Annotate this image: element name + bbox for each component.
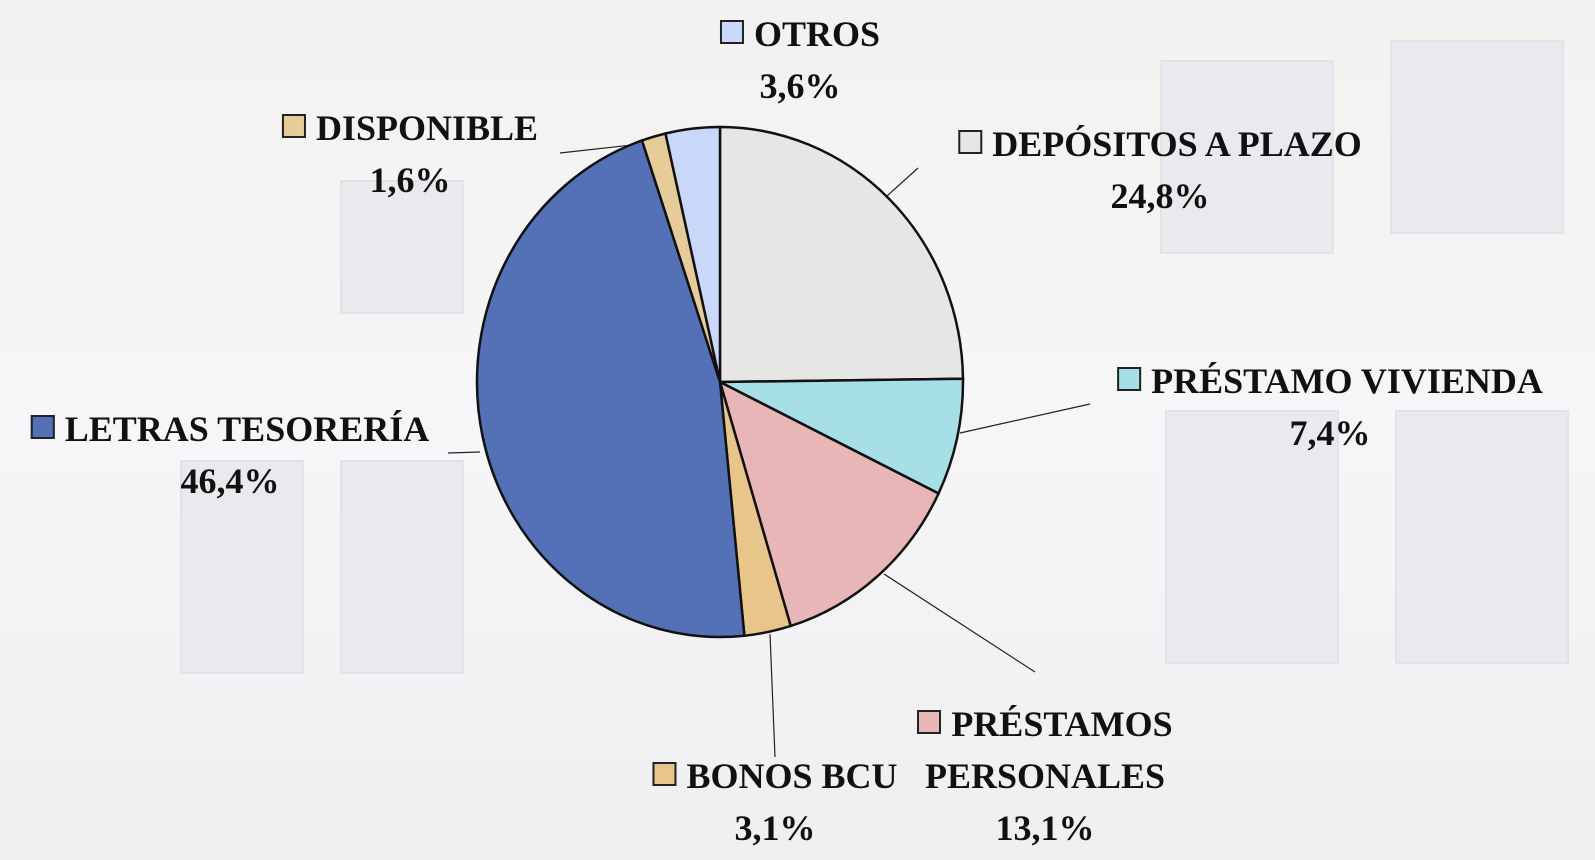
slice-label: PRÉSTAMOS PERSONALES 13,1% — [880, 698, 1210, 854]
category-label: LETRAS TESORERÍA — [65, 409, 429, 449]
slice-label: DEPÓSITOS A PLAZO 24,8% — [958, 118, 1361, 222]
value-label: 1,6% — [282, 154, 538, 206]
leader-line — [448, 452, 480, 453]
slice-label: BONOS BCU 3,1% — [652, 750, 897, 854]
label-name-line: PRÉSTAMO VIVIENDA — [1117, 355, 1543, 407]
label-name-line: DISPONIBLE — [282, 102, 538, 154]
value-label: 3,6% — [720, 60, 880, 112]
value-label: 3,1% — [652, 802, 897, 854]
slice-label: DISPONIBLE 1,6% — [282, 102, 538, 206]
value-label: 7,4% — [1117, 407, 1543, 459]
label-name-line: DEPÓSITOS A PLAZO — [958, 118, 1361, 170]
label-name-line: OTROS — [720, 8, 880, 60]
leader-line — [884, 574, 1035, 672]
category-label: DEPÓSITOS A PLAZO — [992, 124, 1361, 164]
slice-label: OTROS 3,6% — [720, 8, 880, 112]
slice-label: LETRAS TESORERÍA 46,4% — [31, 403, 429, 507]
legend-key — [31, 415, 55, 439]
leader-line — [770, 634, 775, 757]
label-name-line: LETRAS TESORERÍA — [31, 403, 429, 455]
legend-key — [1117, 367, 1141, 391]
value-label: 46,4% — [31, 455, 429, 507]
legend-key — [652, 762, 676, 786]
category-label: BONOS BCU — [686, 756, 897, 796]
category-label: PRÉSTAMO VIVIENDA — [1151, 361, 1543, 401]
legend-key — [958, 130, 982, 154]
leader-line — [960, 404, 1090, 433]
value-label: 13,1% — [880, 802, 1210, 854]
category-label: PRÉSTAMOS PERSONALES — [925, 704, 1173, 796]
legend-key — [282, 114, 306, 138]
category-label: OTROS — [754, 14, 880, 54]
slice-label: PRÉSTAMO VIVIENDA 7,4% — [1117, 355, 1543, 459]
category-label: DISPONIBLE — [316, 108, 538, 148]
label-name-line: BONOS BCU — [652, 750, 897, 802]
leader-line — [887, 168, 918, 196]
legend-key — [720, 20, 744, 44]
value-label: 24,8% — [958, 170, 1361, 222]
pie-slice — [720, 127, 963, 382]
legend-key — [917, 710, 941, 734]
page: (() => { const data = JSON.parse(documen… — [0, 0, 1595, 860]
label-name-line: PRÉSTAMOS PERSONALES — [880, 698, 1210, 802]
